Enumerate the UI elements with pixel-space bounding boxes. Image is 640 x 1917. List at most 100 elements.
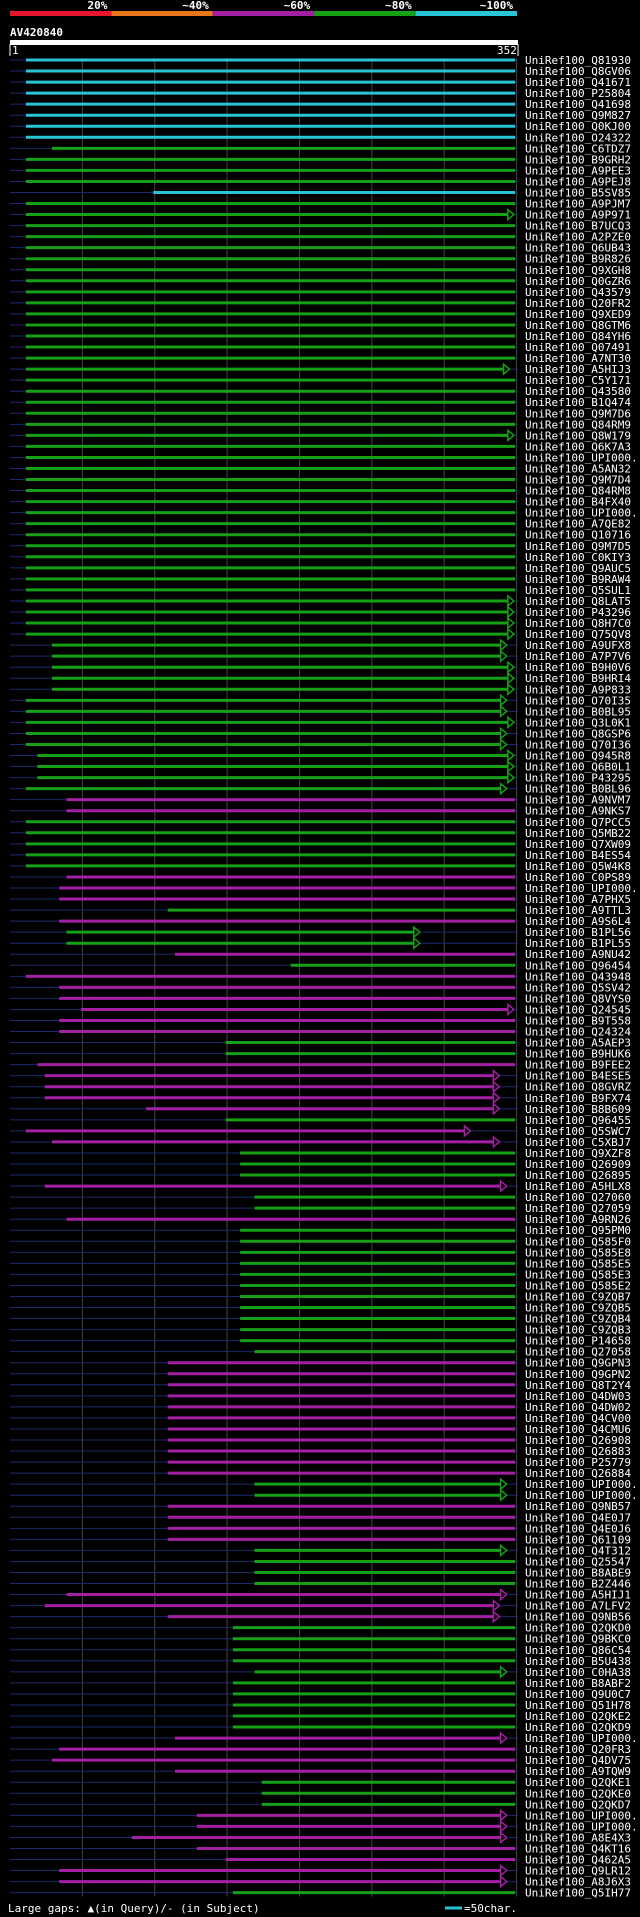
hit-label[interactable]: UniRef100_Q0KJ00: [525, 120, 631, 133]
hit-label[interactable]: UniRef100_Q5IH77: [525, 1887, 631, 1900]
hit-row[interactable]: UniRef100_Q462A5: [10, 1854, 631, 1867]
hit-label[interactable]: UniRef100_Q96455: [525, 1114, 631, 1127]
hit-row[interactable]: UniRef100_A9NVM7: [10, 794, 631, 807]
hit-row[interactable]: UniRef100_Q9LR12: [10, 1863, 631, 1878]
hit-label[interactable]: UniRef100_B8B609: [525, 1103, 631, 1116]
hit-row[interactable]: UniRef100_Q96455: [10, 1114, 631, 1127]
hit-label[interactable]: UniRef100_Q10716: [525, 529, 631, 542]
hit-label[interactable]: UniRef100_B5SV85: [525, 186, 631, 199]
hit-label[interactable]: UniRef100_Q8GSP6: [525, 727, 631, 740]
hit-label[interactable]: UniRef100_Q5SV42: [525, 981, 631, 994]
hit-row[interactable]: UniRef100_Q24545: [10, 1002, 631, 1016]
hit-row[interactable]: UniRef100_Q81930: [10, 54, 631, 67]
hit-row[interactable]: UniRef100_Q26908: [10, 1434, 631, 1447]
hit-row[interactable]: UniRef100_Q20FR3: [10, 1743, 631, 1756]
hit-row[interactable]: UniRef100_UPI000...: [10, 451, 640, 464]
hit-row[interactable]: UniRef100_Q96454: [10, 959, 631, 972]
hit-row[interactable]: UniRef100_UPI000...: [10, 507, 640, 520]
hit-label[interactable]: UniRef100_Q9M7D6: [525, 407, 631, 420]
hit-label[interactable]: UniRef100_Q8H7C0: [525, 617, 631, 630]
hit-row[interactable]: UniRef100_C9ZQB3: [10, 1324, 631, 1337]
hit-label[interactable]: UniRef100_C0HA38: [525, 1666, 631, 1679]
hit-label[interactable]: UniRef100_B2Z446: [525, 1578, 631, 1591]
hit-label[interactable]: UniRef100_Q8GTM6: [525, 319, 631, 332]
hit-row[interactable]: UniRef100_A2PZE0: [10, 231, 631, 244]
hit-label[interactable]: UniRef100_Q9GPN3: [525, 1357, 631, 1370]
hit-label[interactable]: UniRef100_B9T558: [525, 1014, 631, 1027]
hit-row[interactable]: UniRef100_Q2QKE2: [10, 1710, 631, 1723]
hit-row[interactable]: UniRef100_C0KIY3: [10, 551, 631, 564]
hit-row[interactable]: UniRef100_A7LFV2: [10, 1598, 631, 1613]
hit-row[interactable]: UniRef100_Q5W4K8: [10, 860, 631, 873]
hit-label[interactable]: UniRef100_Q9XZF8: [525, 1147, 631, 1160]
hit-label[interactable]: UniRef100_A9TTL3: [525, 904, 631, 917]
hit-row[interactable]: UniRef100_UPI000...: [10, 882, 640, 895]
hit-label[interactable]: UniRef100_C9ZQB3: [525, 1324, 631, 1337]
hit-label[interactable]: UniRef100_P43296: [525, 606, 631, 619]
hit-label[interactable]: UniRef100_B8ABF2: [525, 1677, 631, 1690]
hit-row[interactable]: UniRef100_Q27059: [10, 1202, 631, 1215]
hit-row[interactable]: UniRef100_Q4DV75: [10, 1754, 631, 1767]
hit-row[interactable]: UniRef100_Q07491: [10, 341, 631, 354]
hit-row[interactable]: UniRef100_B9RAW4: [10, 573, 631, 586]
hit-row[interactable]: UniRef100_Q2QKE0: [10, 1787, 631, 1800]
hit-label[interactable]: UniRef100_Q2QKD0: [525, 1622, 631, 1635]
hit-row[interactable]: UniRef100_Q84RM9: [10, 418, 631, 431]
hit-label[interactable]: UniRef100_C9ZQB4: [525, 1313, 631, 1326]
hit-row[interactable]: UniRef100_UPI000...: [10, 1477, 640, 1491]
hit-label[interactable]: UniRef100_UPI000...: [525, 507, 640, 520]
hit-label[interactable]: UniRef100_Q9M827: [525, 109, 631, 122]
hit-label[interactable]: UniRef100_Q43580: [525, 385, 631, 398]
hit-label[interactable]: UniRef100_Q462A5: [525, 1854, 631, 1867]
hit-label[interactable]: UniRef100_Q8T2Y4: [525, 1379, 631, 1392]
hit-label[interactable]: UniRef100_B1Q474: [525, 396, 631, 409]
hit-row[interactable]: UniRef100_B4ES54: [10, 849, 631, 862]
hit-row[interactable]: UniRef100_Q5SWC7: [10, 1124, 631, 1138]
hit-label[interactable]: UniRef100_Q07491: [525, 341, 631, 354]
hit-label[interactable]: UniRef100_Q8W179: [525, 429, 631, 442]
hit-label[interactable]: UniRef100_B7UCQ3: [525, 220, 631, 233]
hit-row[interactable]: UniRef100_Q8GTM6: [10, 319, 631, 332]
hit-label[interactable]: UniRef100_B4FX40: [525, 496, 631, 509]
hit-label[interactable]: UniRef100_B8ABE9: [525, 1566, 631, 1579]
hit-row[interactable]: UniRef100_UPI000...: [10, 1488, 640, 1502]
hit-label[interactable]: UniRef100_C5Y171: [525, 374, 631, 387]
hit-row[interactable]: UniRef100_B1PL55: [10, 936, 631, 950]
hit-label[interactable]: UniRef100_Q24545: [525, 1003, 631, 1016]
hit-label[interactable]: UniRef100_Q8GVRZ: [525, 1081, 631, 1094]
hit-label[interactable]: UniRef100_B4ES54: [525, 849, 631, 862]
hit-row[interactable]: UniRef100_A7QE82: [10, 518, 631, 531]
hit-row[interactable]: UniRef100_Q84YH6: [10, 330, 631, 343]
hit-label[interactable]: UniRef100_C0KIY3: [525, 551, 631, 564]
hit-label[interactable]: UniRef100_UPI000...: [525, 1732, 640, 1745]
hit-label[interactable]: UniRef100_A7LFV2: [525, 1600, 631, 1613]
hit-label[interactable]: UniRef100_Q0GZR6: [525, 275, 631, 288]
hit-label[interactable]: UniRef100_A7NT30: [525, 352, 631, 365]
hit-row[interactable]: UniRef100_Q4E0J6: [10, 1522, 631, 1535]
hit-row[interactable]: UniRef100_C0HA38: [10, 1665, 631, 1679]
hit-row[interactable]: UniRef100_Q9M7D5: [10, 540, 631, 553]
hit-row[interactable]: UniRef100_P43295: [10, 770, 631, 785]
hit-row[interactable]: UniRef100_Q43579: [10, 286, 631, 299]
hit-row[interactable]: UniRef100_Q20FR2: [10, 297, 631, 310]
hit-row[interactable]: UniRef100_A8J6X3: [10, 1874, 631, 1889]
hit-label[interactable]: UniRef100_B5U438: [525, 1655, 631, 1668]
hit-row[interactable]: UniRef100_B1Q474: [10, 396, 631, 409]
hit-label[interactable]: UniRef100_Q2QKD7: [525, 1798, 631, 1811]
hit-label[interactable]: UniRef100_Q4CMU6: [525, 1423, 631, 1436]
hit-row[interactable]: UniRef100_Q7PCC5: [10, 816, 631, 829]
hit-label[interactable]: UniRef100_Q9M7D4: [525, 474, 631, 487]
hit-label[interactable]: UniRef100_B9HRI4: [525, 672, 631, 685]
hit-label[interactable]: UniRef100_B4ESE5: [525, 1070, 631, 1083]
hit-label[interactable]: UniRef100_Q7PCC5: [525, 816, 631, 829]
hit-label[interactable]: UniRef100_Q3L0K1: [525, 716, 631, 729]
hit-row[interactable]: UniRef100_Q585E5: [10, 1257, 631, 1270]
hit-row[interactable]: UniRef100_B8ABE9: [10, 1566, 631, 1579]
hit-row[interactable]: UniRef100_Q9U0C7: [10, 1688, 631, 1701]
hit-row[interactable]: UniRef100_Q4KT16: [10, 1842, 631, 1855]
hit-label[interactable]: UniRef100_Q84YH6: [525, 330, 631, 343]
hit-label[interactable]: UniRef100_Q4T312: [525, 1544, 631, 1557]
hit-row[interactable]: UniRef100_Q9M7D6: [10, 407, 631, 420]
hit-label[interactable]: UniRef100_Q26884: [525, 1467, 631, 1480]
hit-label[interactable]: UniRef100_Q41698: [525, 98, 631, 111]
